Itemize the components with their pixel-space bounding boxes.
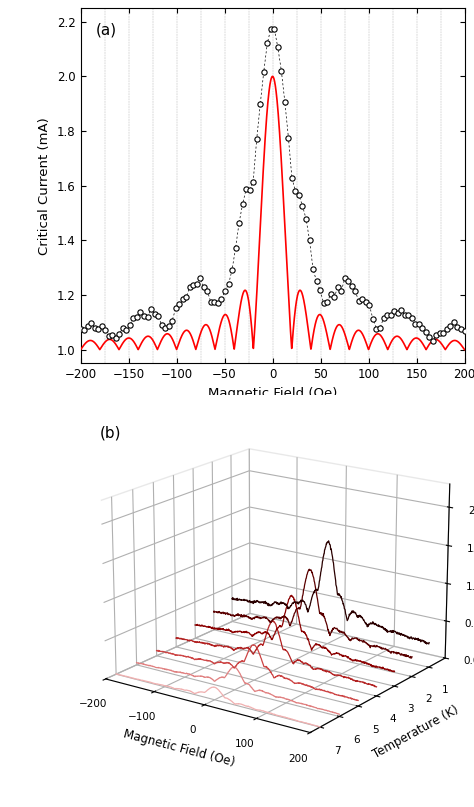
X-axis label: Magnetic Field (Oe): Magnetic Field (Oe) [208, 387, 337, 399]
Text: (b): (b) [100, 425, 121, 441]
Y-axis label: Temperature (K): Temperature (K) [371, 703, 461, 761]
Text: (a): (a) [96, 23, 117, 37]
X-axis label: Magnetic Field (Oe): Magnetic Field (Oe) [122, 727, 236, 768]
Y-axis label: Critical Current (mA): Critical Current (mA) [38, 117, 51, 254]
